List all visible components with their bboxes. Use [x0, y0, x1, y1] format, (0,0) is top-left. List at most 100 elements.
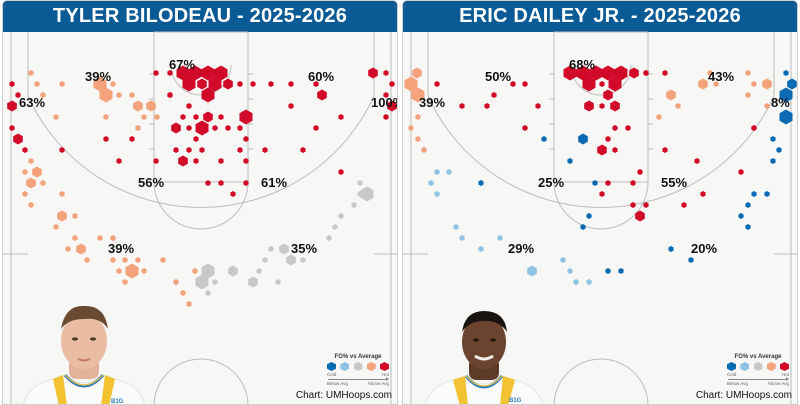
shot-hex — [199, 147, 205, 153]
shot-hex — [368, 67, 378, 79]
shot-hex — [338, 169, 344, 175]
shot-hex — [228, 265, 238, 277]
shot-hex — [193, 114, 199, 120]
zone-fg-label: 43% — [708, 69, 734, 84]
shot-hex — [205, 180, 211, 186]
svg-text:B1G: B1G — [509, 398, 522, 404]
legend-title: FG% vs Average — [334, 354, 382, 360]
shot-chart-court: 68% 39% 50% 43% 8% 25% 55% 29% 20% — [403, 31, 797, 404]
shot-hex — [262, 257, 268, 263]
legend-swatch-cold — [327, 362, 336, 371]
shot-hex — [317, 89, 327, 101]
shot-hexes — [7, 65, 397, 307]
shot-hex — [338, 114, 344, 120]
shot-hex — [643, 202, 649, 208]
shot-hex — [97, 235, 103, 241]
shot-hex — [135, 125, 141, 131]
shot-hex — [614, 65, 628, 81]
shot-hex — [415, 114, 421, 120]
zone-fg-label: 100% — [371, 95, 398, 110]
shot-hex — [141, 114, 147, 120]
shot-hex — [237, 147, 243, 153]
shot-hex — [491, 92, 497, 98]
shot-hex — [186, 301, 192, 307]
shot-hex — [637, 169, 643, 175]
shot-hex — [776, 147, 782, 153]
shot-hex — [268, 81, 274, 87]
shot-hex — [567, 268, 573, 274]
shot-hex — [630, 180, 636, 186]
shot-hex — [72, 213, 78, 219]
legend-above-label: Above Avg — [367, 381, 389, 386]
shot-hex — [560, 257, 566, 263]
shot-hex — [605, 136, 611, 142]
shot-hex — [193, 136, 199, 142]
shot-hex — [629, 67, 639, 79]
shot-hex — [446, 169, 452, 175]
shot-hex — [28, 70, 34, 76]
legend-title: FG% vs Average — [734, 354, 782, 360]
shot-hex — [787, 78, 797, 90]
legend-swatches — [727, 362, 789, 371]
shot-hex — [178, 155, 188, 167]
shot-hex — [618, 268, 624, 274]
shot-hex — [338, 213, 344, 219]
shot-hex — [484, 103, 490, 109]
shot-hex — [208, 76, 222, 92]
shot-hex — [668, 246, 674, 252]
shot-hex — [154, 114, 160, 120]
court-lines — [403, 31, 797, 404]
shot-hex — [173, 279, 179, 285]
shot-hex — [434, 191, 440, 197]
shot-hex — [576, 65, 590, 81]
shot-hex — [110, 235, 116, 241]
shot-hex — [584, 100, 594, 112]
shot-hex — [434, 169, 440, 175]
shot-hex — [387, 100, 397, 112]
shot-hex — [770, 136, 776, 142]
shot-hex — [751, 81, 757, 87]
shot-hex — [59, 81, 65, 87]
shot-hex — [53, 114, 59, 120]
zone-fg-label: 8% — [771, 95, 790, 110]
shot-hex — [589, 65, 603, 81]
shot-hex — [383, 70, 389, 76]
shot-hex — [288, 81, 294, 87]
shot-hex — [26, 177, 36, 189]
shot-hex — [707, 70, 713, 76]
shot-hex — [681, 202, 687, 208]
shot-hex — [603, 89, 613, 101]
shot-hex — [459, 235, 465, 241]
shot-hex — [188, 65, 202, 81]
shot-hex — [223, 78, 233, 90]
shot-hex — [599, 191, 605, 197]
shot-hex — [22, 191, 28, 197]
shot-hex — [214, 65, 228, 81]
shot-hex — [250, 81, 256, 87]
legend-above-label: Above Avg — [767, 381, 789, 386]
zone-fg-label: 67% — [169, 57, 195, 72]
legend-cold-label: Cold — [727, 372, 737, 377]
shot-hex — [567, 158, 573, 164]
shot-hex — [110, 81, 116, 87]
shot-hex — [332, 224, 338, 230]
shot-hex — [713, 81, 719, 87]
shot-hex — [103, 136, 109, 142]
shot-hex — [764, 191, 770, 197]
shot-hex — [412, 67, 422, 79]
shot-hex — [666, 89, 676, 101]
legend-swatch-warm — [366, 362, 376, 371]
legend-swatch-cold — [727, 362, 736, 371]
shot-hex — [751, 125, 757, 131]
shot-hex — [608, 76, 622, 92]
zone-fg-label: 56% — [138, 175, 164, 190]
panel-title: ERIC DAILEY JR. - 2025-2026 — [403, 1, 797, 32]
shot-hex — [22, 147, 28, 153]
shot-hex — [326, 235, 332, 241]
shot-hex — [186, 103, 192, 109]
shot-hex — [218, 180, 224, 186]
zone-fg-label: 39% — [85, 69, 111, 84]
shot-hex — [243, 180, 249, 186]
shot-hex — [135, 257, 141, 263]
shot-hex — [779, 87, 793, 103]
